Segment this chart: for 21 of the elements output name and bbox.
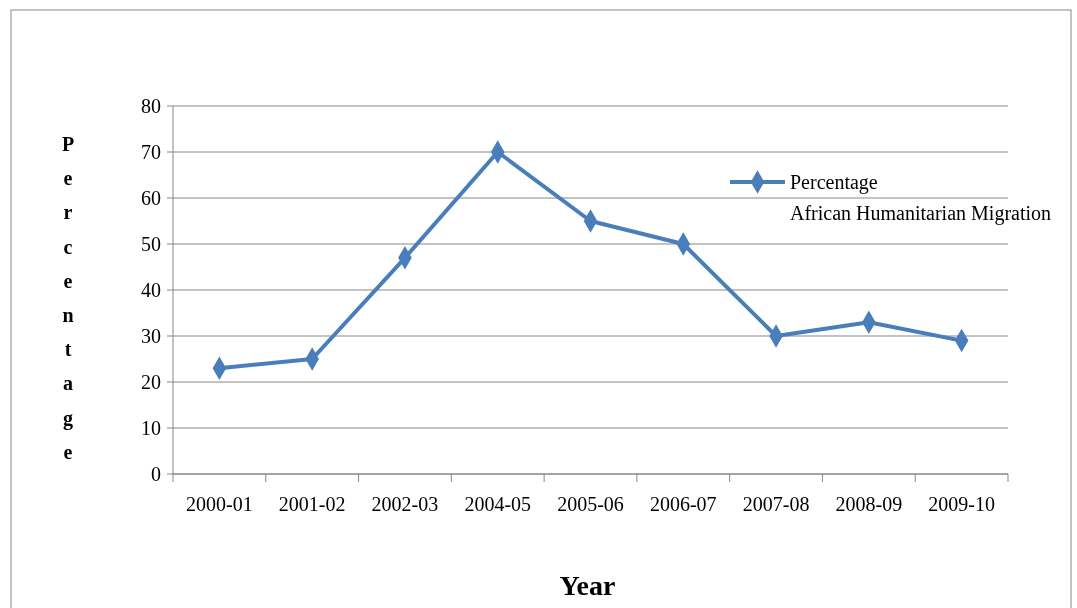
x-tick-label: 2001-02 [278,493,346,515]
y-tick-label: 10 [141,417,161,439]
x-tick-label: 2006-07 [649,493,717,515]
x-tick-label: 2008-09 [835,493,903,515]
legend-label: Percentage African Humanitarian Migration [790,171,1052,225]
y-tick-label: 0 [151,463,161,485]
y-tick-label: 70 [141,141,161,163]
y-tick-label: 50 [141,233,161,255]
y-tick-label: 20 [141,371,161,393]
y-tick-label: 60 [141,187,161,209]
x-tick-label: 2007-08 [742,493,810,515]
x-tick-label: 2005-06 [557,493,624,515]
text: Percentage [61,133,75,463]
y-tick-label: 40 [141,279,161,301]
x-tick-label: 2004-05 [464,493,532,515]
x-axis-title: Year [559,570,616,601]
x-tick-label: 2002-03 [371,493,439,515]
y-tick-label: 30 [141,325,161,347]
x-tick-label: 2009-10 [928,493,995,515]
x-tick-label: 2000-01 [186,493,253,515]
y-tick-label: 80 [141,95,161,117]
